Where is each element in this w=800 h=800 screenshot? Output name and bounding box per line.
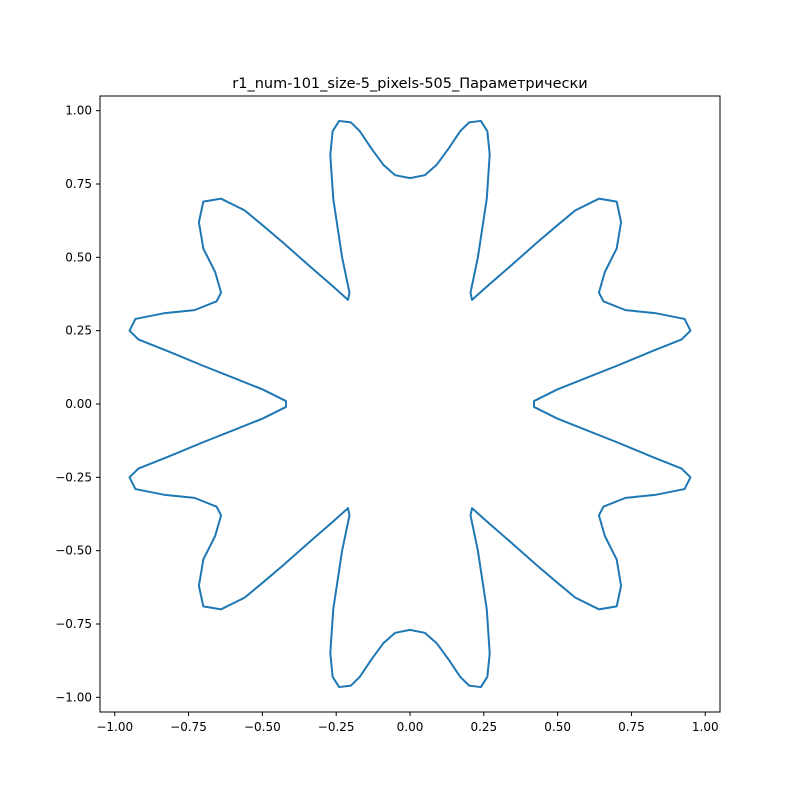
x-axis: −1.00 −0.75 −0.50 −0.25 0.00 0.25 0.50 0.75 1.00 <box>96 712 719 734</box>
y-tick-label: 0.50 <box>65 250 92 264</box>
y-tick-label: 0.25 <box>65 324 92 338</box>
y-axis: 1.00 0.75 0.50 0.25 0.00 −0.25 −0.50 −0.75 −1.00 <box>55 104 100 704</box>
chart-title: r1_num-101_size-5_pixels-505_Параметриче… <box>232 76 587 92</box>
x-tick-label: 0.50 <box>544 720 571 734</box>
x-tick-label: −1.00 <box>96 720 133 734</box>
plot-area <box>100 96 720 712</box>
y-tick-label: 1.00 <box>65 104 92 118</box>
x-tick-label: −0.50 <box>244 720 281 734</box>
x-tick-label: 0.25 <box>470 720 497 734</box>
y-tick-label: −0.75 <box>55 617 92 631</box>
x-tick-label: −0.75 <box>170 720 207 734</box>
x-tick-label: 0.00 <box>397 720 424 734</box>
y-tick-label: −0.25 <box>55 470 92 484</box>
x-tick-label: 1.00 <box>692 720 719 734</box>
y-tick-label: −1.00 <box>55 690 92 704</box>
x-tick-label: 0.75 <box>618 720 645 734</box>
x-tick-label: −0.25 <box>318 720 355 734</box>
curve-layer <box>128 119 692 689</box>
y-tick-label: −0.50 <box>55 544 92 558</box>
y-tick-label: 0.75 <box>65 177 92 191</box>
curve-line <box>128 119 692 689</box>
y-tick-label: 0.00 <box>65 397 92 411</box>
